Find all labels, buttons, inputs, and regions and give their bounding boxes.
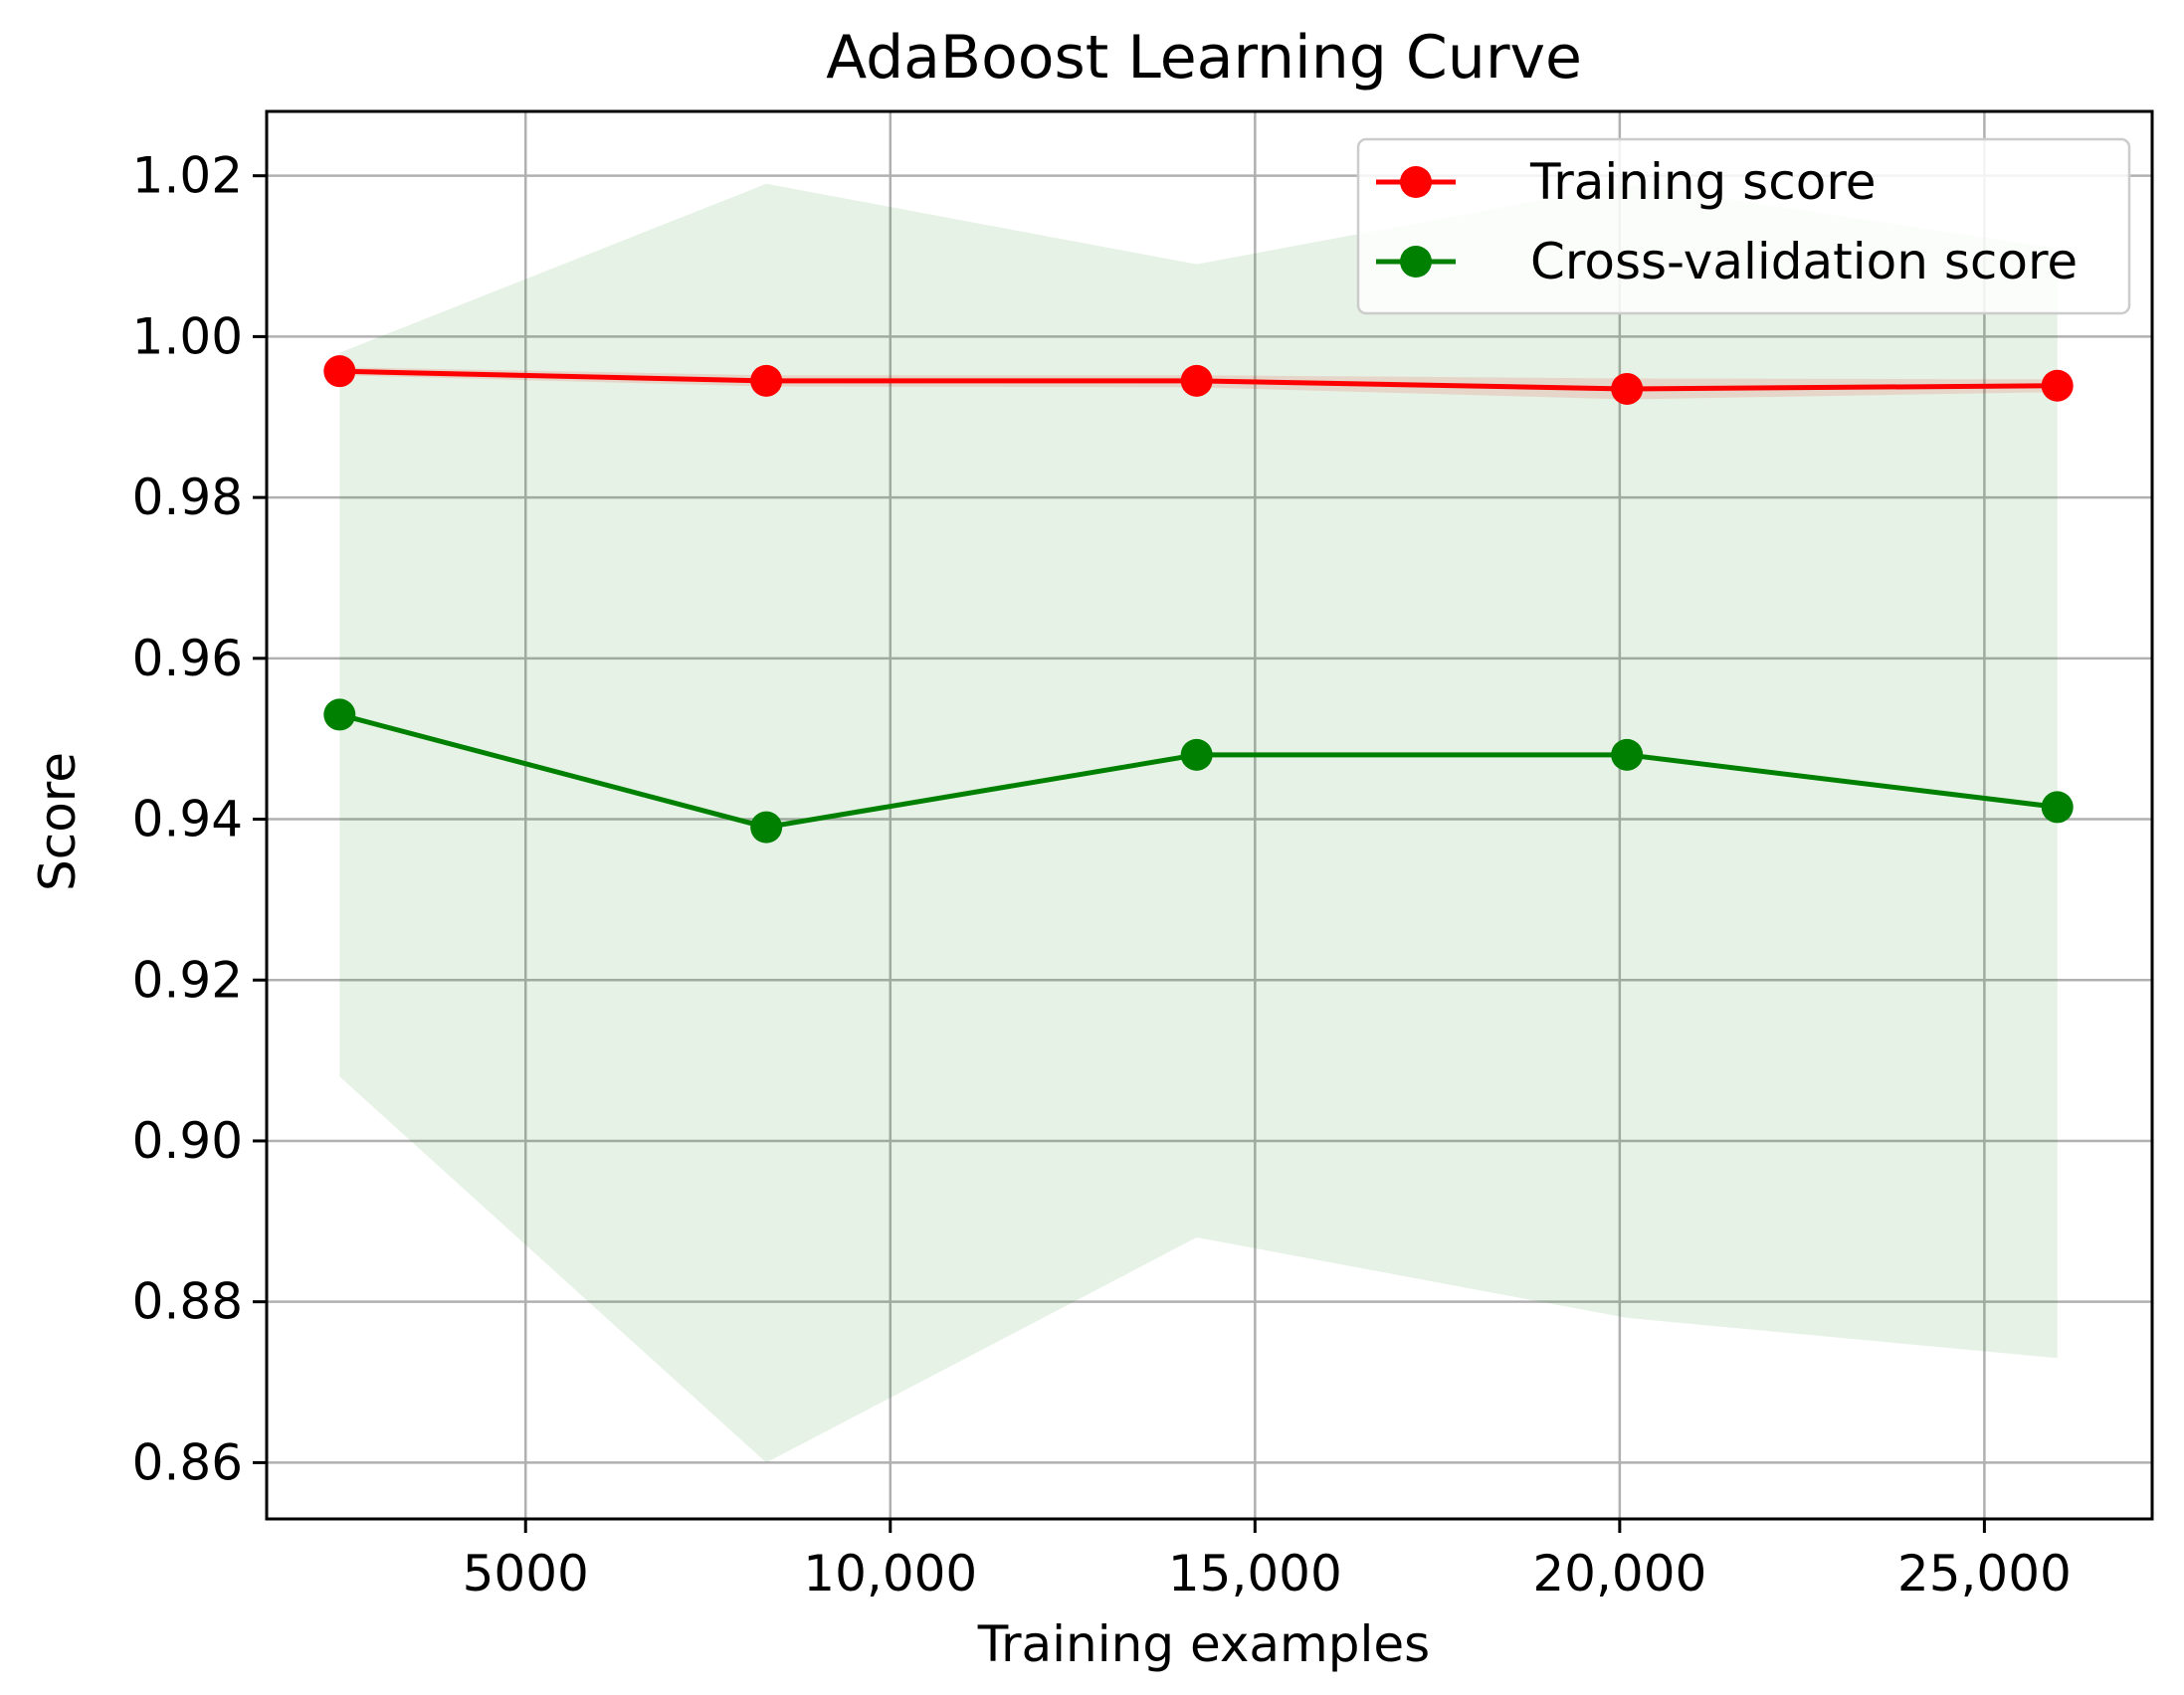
data-point: [1180, 738, 1213, 771]
legend-box: [1356, 137, 2131, 315]
y-tick-label: 1.02: [132, 147, 243, 205]
y-axis-label: Score: [29, 752, 87, 891]
legend: Training score Cross-validation score: [1356, 137, 2131, 315]
legend-label: Cross-validation score: [1530, 233, 2078, 290]
y-tick-label: 1.00: [132, 307, 243, 365]
data-point: [750, 811, 783, 844]
std-band-1: [339, 183, 2058, 1463]
y-tick-label: 0.98: [132, 469, 243, 526]
data-series: [323, 355, 2074, 844]
legend-marker: [1400, 246, 1432, 278]
data-point: [750, 364, 783, 397]
data-point: [1180, 364, 1213, 397]
data-point: [1611, 738, 1644, 771]
legend-marker: [1400, 166, 1432, 198]
data-point: [323, 698, 356, 731]
data-point: [1611, 372, 1644, 405]
legend-label: Training score: [1529, 153, 1877, 211]
x-tick-label: 15,000: [1168, 1545, 1342, 1602]
y-tick-label: 0.90: [132, 1112, 243, 1170]
y-tick-label: 0.88: [132, 1273, 243, 1331]
x-tick-label: 10,000: [803, 1545, 977, 1602]
chart-title: AdaBoost Learning Curve: [826, 23, 1582, 93]
plot-frame: [265, 109, 2154, 1521]
y-tick-label: 0.96: [132, 630, 243, 687]
grid-lines: [267, 111, 2152, 1519]
x-tick-label: 25,000: [1897, 1545, 2072, 1602]
y-tick-label: 0.94: [132, 791, 243, 848]
data-point: [2041, 791, 2074, 824]
data-point: [323, 355, 356, 388]
y-tick-label: 0.86: [132, 1433, 243, 1491]
axis-ticks: 5000 10,000 15,000 20,000 25,000 0.86 0.88 0.90…: [132, 147, 2072, 1602]
x-axis-label: Training examples: [977, 1615, 1430, 1673]
data-point: [2041, 369, 2074, 402]
x-tick-label: 20,000: [1532, 1545, 1706, 1602]
x-tick-label: 5000: [463, 1545, 589, 1602]
y-tick-label: 0.92: [132, 951, 243, 1009]
